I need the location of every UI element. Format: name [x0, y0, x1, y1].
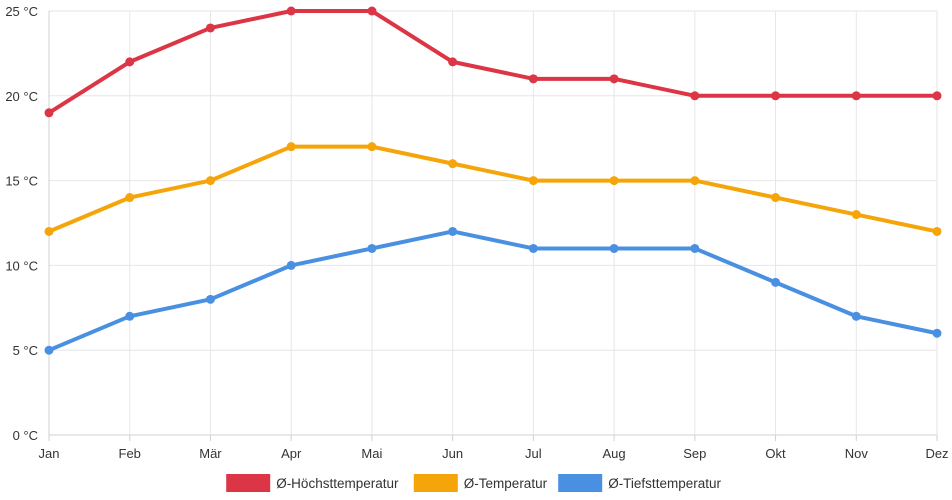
series-line [47, 229, 939, 353]
x-tick-label: Nov [845, 446, 869, 461]
data-point [609, 74, 619, 84]
legend-label: Ø-Höchsttemperatur [276, 476, 399, 491]
series-lines [44, 6, 942, 355]
data-point [205, 23, 215, 33]
data-point [205, 294, 215, 304]
data-point [690, 243, 700, 253]
x-tick-label: Mai [361, 446, 382, 461]
legend-swatch [558, 474, 603, 492]
series-line [47, 9, 939, 115]
data-point [851, 311, 861, 321]
data-point [932, 226, 942, 236]
data-point [367, 142, 377, 152]
x-tick-label: Sep [683, 446, 706, 461]
y-tick-label: 15 °C [5, 174, 38, 189]
x-tick-label: Aug [603, 446, 626, 461]
legend-swatch [226, 474, 271, 492]
data-point [125, 57, 135, 67]
legend: Ø-Höchsttemperatur Ø-Temperatur Ø-Tiefstte… [226, 474, 721, 492]
y-tick-label: 10 °C [5, 258, 38, 273]
data-point [367, 6, 377, 16]
x-tick-label: Jan [39, 446, 60, 461]
legend-label: Ø-Temperatur [464, 476, 548, 491]
x-tick-label: Apr [281, 446, 302, 461]
y-tick-label: 0 °C [13, 428, 38, 443]
data-point [205, 176, 215, 186]
data-point [932, 91, 942, 101]
data-point [851, 91, 861, 101]
data-point [771, 91, 781, 101]
data-point [528, 176, 538, 186]
data-point [609, 243, 619, 253]
data-point [286, 6, 296, 16]
data-point [448, 159, 458, 169]
data-point [609, 176, 619, 186]
data-point [690, 176, 700, 186]
x-tick-label: Dez [925, 446, 948, 461]
x-tick-label: Feb [119, 446, 141, 461]
legend-label: Ø-Tiefsttemperatur [608, 476, 721, 491]
data-point [771, 193, 781, 203]
data-point [44, 345, 54, 355]
data-point [125, 311, 135, 321]
data-point [44, 226, 54, 236]
y-tick-label: 25 °C [5, 4, 38, 19]
data-point [528, 74, 538, 84]
x-axis-labels: Jan Feb Mär Apr Mai Jun Jul Aug Sep Okt Nov Dez [39, 446, 949, 461]
data-point [528, 243, 538, 253]
y-axis-labels: 0 °C 5 °C 10 °C 15 °C 20 °C 25 °C [5, 4, 38, 443]
data-point [448, 57, 458, 67]
data-point [125, 193, 135, 203]
x-tick-label: Jun [442, 446, 463, 461]
data-point [286, 260, 296, 270]
data-point [448, 226, 458, 236]
data-point [44, 108, 54, 118]
legend-swatch [413, 474, 458, 492]
data-point [771, 277, 781, 287]
data-point [367, 243, 377, 253]
y-tick-label: 20 °C [5, 89, 38, 104]
x-tick-label: Jul [525, 446, 542, 461]
data-point [286, 142, 296, 152]
grid [48, 10, 938, 441]
data-point [851, 210, 861, 220]
data-point [932, 328, 942, 338]
x-tick-label: Mär [199, 446, 222, 461]
data-point [690, 91, 700, 101]
series-line [47, 144, 939, 234]
y-tick-label: 5 °C [13, 343, 38, 358]
x-tick-label: Okt [765, 446, 786, 461]
